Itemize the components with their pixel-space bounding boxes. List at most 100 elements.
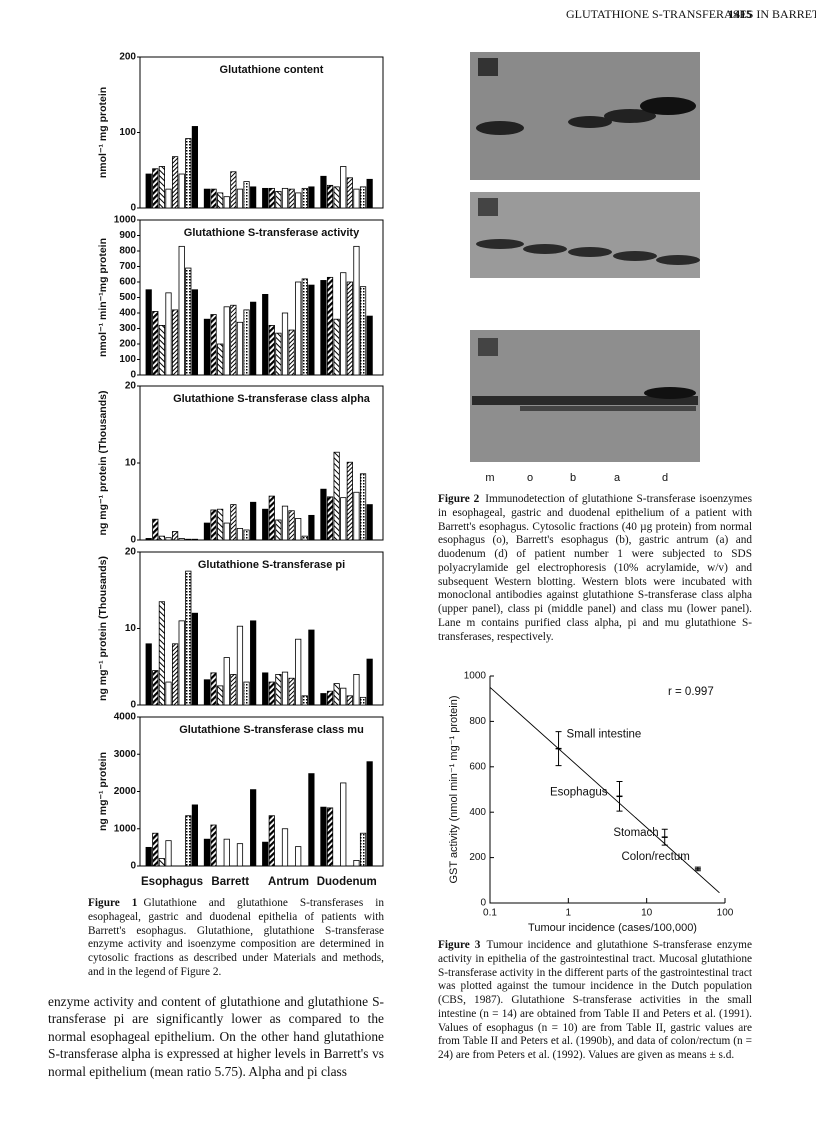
bar [320,693,327,706]
y-tick-label: 400 [469,807,486,818]
bar [366,504,373,541]
bar [145,538,152,541]
bar [236,843,244,867]
band [656,255,700,265]
band [523,244,567,254]
y-tick-label: 3000 [114,749,137,760]
bar [353,188,360,209]
bar [203,838,211,867]
western-blots [470,52,700,462]
bar [353,674,360,706]
y-tick-label: 100 [119,127,136,138]
bar [171,156,179,209]
bar [230,304,237,376]
bar [223,657,230,706]
bar [301,535,308,541]
running-title: GLUTATHIONE S-TRANSFERASES IN BARRETT'S … [566,7,816,21]
y-tick-label: 0 [130,370,136,381]
y-tick-label: 0 [130,535,136,546]
caption-text: Tumour incidence and glutathione S-trans… [438,939,752,1062]
panel-title: Glutathione S-transferase activity [184,227,360,239]
bar [288,510,295,541]
y-tick-label: 600 [119,277,136,288]
bar [340,272,347,376]
y-tick-label: 300 [119,323,136,334]
bar [145,643,152,706]
bar [191,126,198,209]
bar [185,815,192,867]
bar [178,620,185,706]
bar [320,280,327,376]
bar [236,528,244,541]
bar [359,473,367,541]
y-tick-label: 1000 [114,823,137,834]
bar [295,518,302,541]
bar [217,192,224,209]
y-axis-label: ng mg⁻¹ protein [97,752,109,831]
bar [250,620,257,706]
y-axis-label: ng mg⁻¹ protein (Thousands) [97,391,109,536]
band [640,97,696,115]
y-tick-label: 0 [130,861,136,872]
caption-text: Glutathione and glutathione S-transferas… [88,897,384,978]
caption-label: Figure 2 [438,493,480,505]
bar [250,301,257,376]
point-label: Small intestine [567,729,642,741]
bar [268,495,275,541]
bar [262,841,269,867]
bar [262,672,269,706]
lane-label: a [614,472,621,484]
figure3-caption: Figure 3 Tumour incidence and glutathione… [438,939,752,1063]
bar [308,773,315,867]
bar [243,181,250,209]
bar [275,332,282,376]
bar [203,188,211,209]
bar [165,681,172,706]
y-tick-label: 0 [480,898,486,909]
point-label: Esophagus [550,786,608,798]
bar [340,497,347,541]
bar [250,501,257,541]
bar [223,196,230,209]
bar [308,514,315,541]
y-tick-label: 200 [469,852,486,863]
lane-label: m [485,472,494,484]
bar [210,509,217,541]
bar [230,674,237,706]
category-label: Duodenum [317,876,377,888]
bar [359,832,367,867]
bar [243,529,250,541]
annotation: r = 0.997 [668,686,714,698]
band [568,116,612,128]
y-axis-label: nmol⁻¹ min⁻¹mg protein [97,238,109,357]
figure2-caption: Figure 2 Immunodetection of glutathione S… [438,493,752,645]
bar [191,538,198,541]
y-tick-label: 20 [125,381,137,392]
y-tick-label: 800 [119,246,136,257]
bar [295,192,302,209]
bar [366,315,373,376]
bar [250,789,257,867]
bar [223,838,230,867]
bar [185,267,192,376]
y-tick-label: 2000 [114,786,137,797]
bar [288,677,295,706]
bar [230,504,237,541]
category-label: Barrett [211,876,249,888]
bar [191,612,198,706]
bar [308,284,315,376]
bar [145,289,152,376]
band [604,109,656,123]
bar [326,184,334,209]
y-tick-label: 20 [125,547,137,558]
y-tick-label: 4000 [114,712,137,723]
bar [320,488,327,541]
bar [262,187,269,209]
bar [243,681,250,706]
bar [158,535,165,541]
bar [366,178,373,209]
bar [217,685,224,706]
bar [250,186,257,209]
y-tick-label: 500 [119,292,136,303]
